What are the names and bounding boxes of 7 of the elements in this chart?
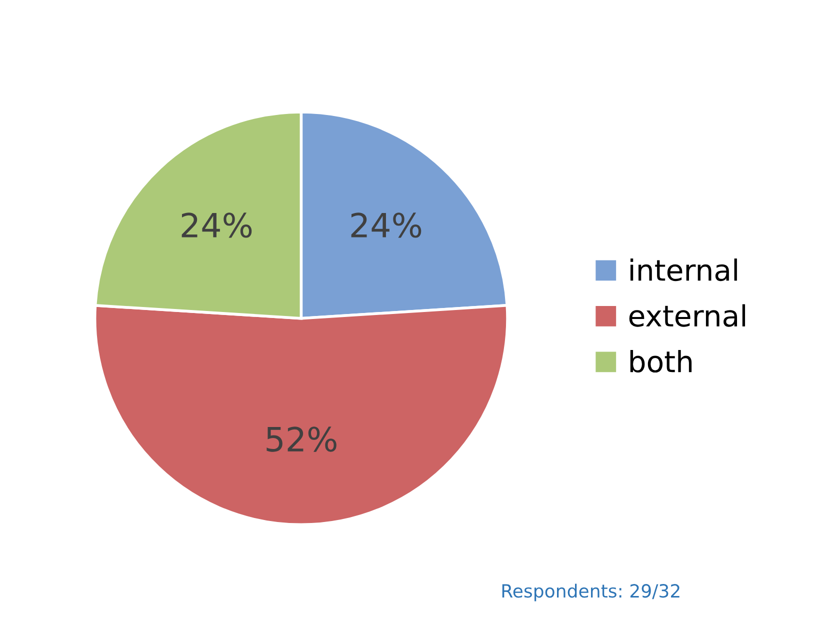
legend-label: both [630,350,692,373]
data-label: 24% [182,212,252,238]
legend-label: internal [630,258,737,282]
data-label: 52% [266,426,336,452]
legend-label: external [629,304,746,327]
text: Respondents: 29/32 [502,584,680,602]
data-label: 24% [351,212,422,238]
